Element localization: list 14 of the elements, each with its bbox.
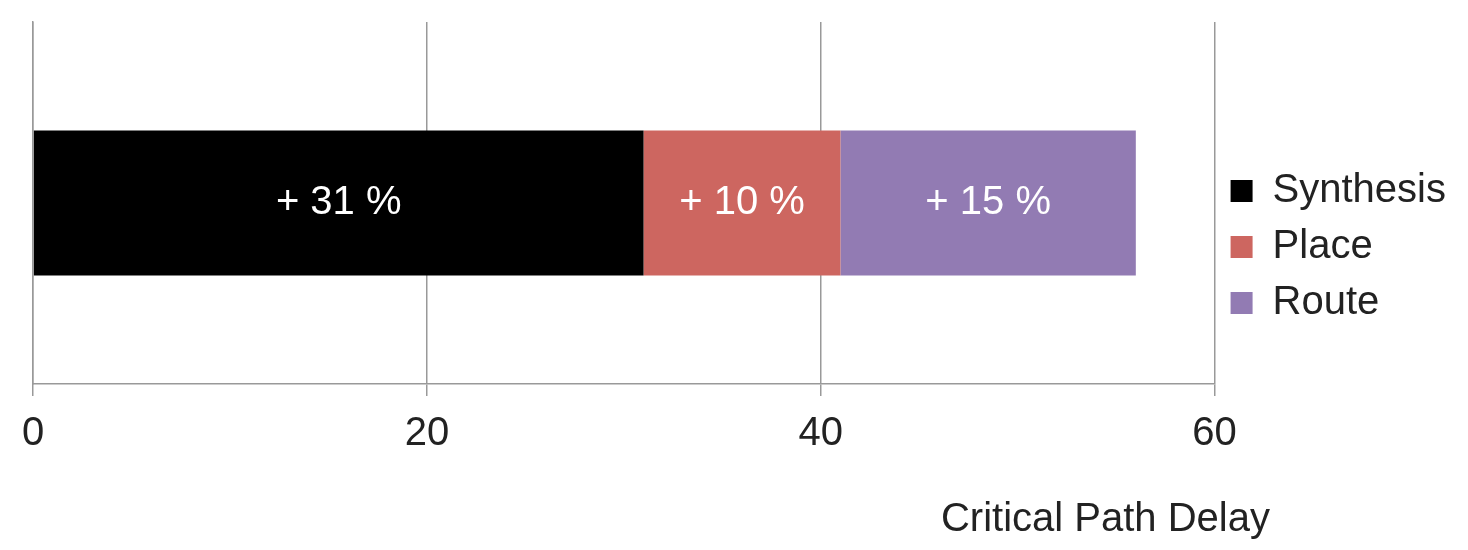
data-label: + 10 %	[679, 178, 805, 223]
x-tick-label: 60	[1192, 409, 1237, 454]
data-label: + 15 %	[925, 178, 1051, 223]
x-axis-title: Critical Path Delay	[940, 495, 1270, 540]
x-tick-label: 40	[798, 409, 844, 454]
legend-label: Route	[1272, 278, 1380, 323]
legend-label: Synthesis	[1272, 166, 1446, 211]
x-tick-label: 20	[404, 409, 450, 454]
legend-label: Place	[1272, 222, 1373, 267]
x-tick-label: 0	[22, 409, 45, 454]
bar	[643, 130, 841, 276]
bar	[840, 130, 1136, 276]
bar	[33, 130, 644, 276]
data-label: + 31 %	[275, 178, 402, 223]
